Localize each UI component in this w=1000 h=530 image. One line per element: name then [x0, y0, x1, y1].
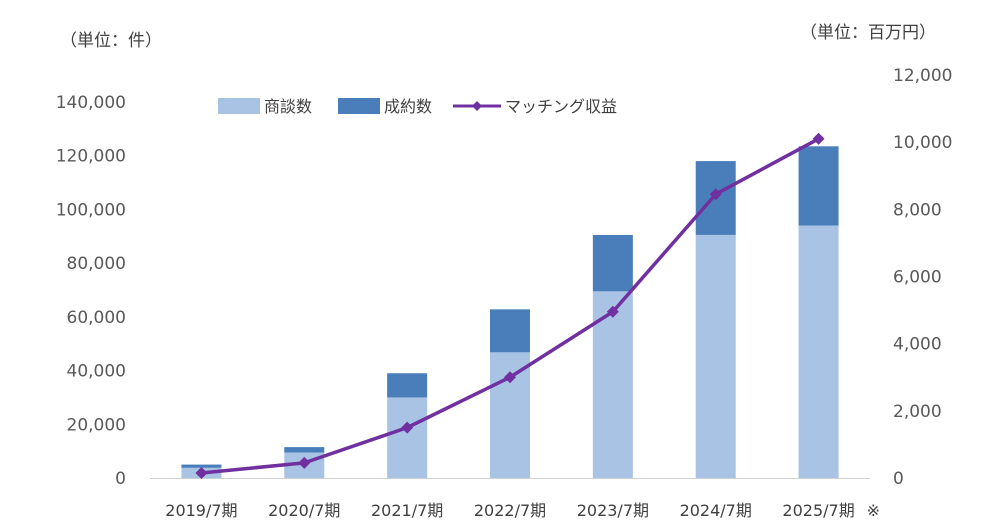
left-tick-label: 120,000: [56, 147, 126, 167]
bar-meetings: [798, 225, 839, 478]
legend-label-contracts: 成約数: [384, 97, 432, 116]
x-tick-label: 2021/7期: [371, 501, 443, 520]
left-tick-label: 100,000: [56, 200, 126, 220]
point-revenue: [298, 456, 311, 469]
point-revenue: [606, 305, 619, 318]
x-tick-label: 2023/7期: [577, 501, 649, 520]
legend-label-meetings: 商談数: [264, 97, 312, 116]
x-tick-note-mark: ※: [867, 501, 880, 520]
bar-contracts: [387, 373, 428, 398]
bar-contracts: [490, 309, 530, 353]
right-tick-label: 12,000: [893, 66, 952, 86]
right-axis-unit: （単位：百万円）: [800, 23, 936, 43]
x-tick-label: 2022/7期: [474, 501, 546, 520]
right-tick-label: 4,000: [893, 335, 942, 355]
bar-meetings: [695, 234, 736, 478]
bar-contracts: [284, 447, 325, 453]
point-revenue: [401, 421, 414, 434]
left-tick-label: 80,000: [67, 254, 126, 274]
point-revenue: [195, 466, 208, 479]
bar-meetings: [387, 397, 428, 478]
plot-area: 0 20,000 40,000 60,000 80,000 100,000 120,000 1…: [56, 66, 953, 520]
left-tick-label: 140,000: [56, 93, 126, 113]
right-tick-label: 10,000: [893, 133, 952, 153]
right-tick-label: 0: [893, 469, 904, 489]
x-tick-label: 2024/7期: [680, 501, 752, 520]
point-revenue: [504, 371, 516, 384]
left-tick-label: 0: [115, 469, 126, 489]
left-tick-label: 40,000: [67, 362, 126, 382]
x-tick-label: 2025/7期: [782, 501, 854, 520]
left-axis-unit: （単位：件）: [60, 31, 162, 51]
point-revenue: [709, 188, 722, 201]
legend-swatch-contracts: [338, 98, 380, 114]
bar-meetings: [490, 352, 530, 478]
bar-contracts: [798, 146, 839, 226]
left-tick-label: 60,000: [67, 308, 126, 328]
left-tick-label: 20,000: [67, 415, 126, 435]
x-tick-label: 2019/7期: [165, 501, 237, 520]
legend-marker-revenue: [472, 101, 482, 111]
x-tick-label: 2020/7期: [268, 501, 340, 520]
bar-contracts: [592, 234, 633, 292]
bar-meetings: [592, 291, 633, 478]
right-tick-label: 8,000: [893, 200, 942, 220]
legend-label-revenue: マッチング収益: [505, 97, 617, 116]
point-revenue: [812, 132, 825, 145]
bar-contracts: [181, 464, 222, 468]
right-tick-label: 6,000: [893, 268, 942, 288]
legend: 商談数 成約数 マッチング収益: [218, 97, 617, 116]
legend-swatch-meetings: [218, 98, 260, 114]
right-tick-label: 2,000: [893, 402, 942, 422]
